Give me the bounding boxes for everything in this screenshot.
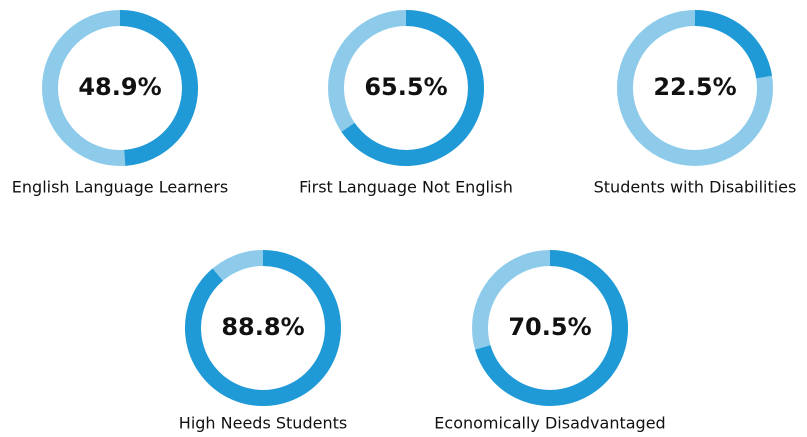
chart-title: First Language Not English <box>299 178 513 197</box>
donut-arc <box>475 250 628 406</box>
donut-arc <box>119 10 198 166</box>
center-value-label: 70.5% <box>508 313 591 341</box>
center-value-label: 22.5% <box>653 73 736 101</box>
donut-arc <box>341 10 484 166</box>
chart-title: Students with Disabilities <box>594 178 797 197</box>
donut-arc <box>185 250 341 406</box>
center-value-label: 65.5% <box>364 73 447 101</box>
center-value-label: 88.8% <box>221 313 304 341</box>
chart-title: English Language Learners <box>12 178 228 197</box>
center-value-label: 48.9% <box>78 73 161 101</box>
donut-arc <box>694 10 773 79</box>
chart-title: Economically Disadvantaged <box>434 414 665 433</box>
chart-title: High Needs Students <box>179 414 347 433</box>
